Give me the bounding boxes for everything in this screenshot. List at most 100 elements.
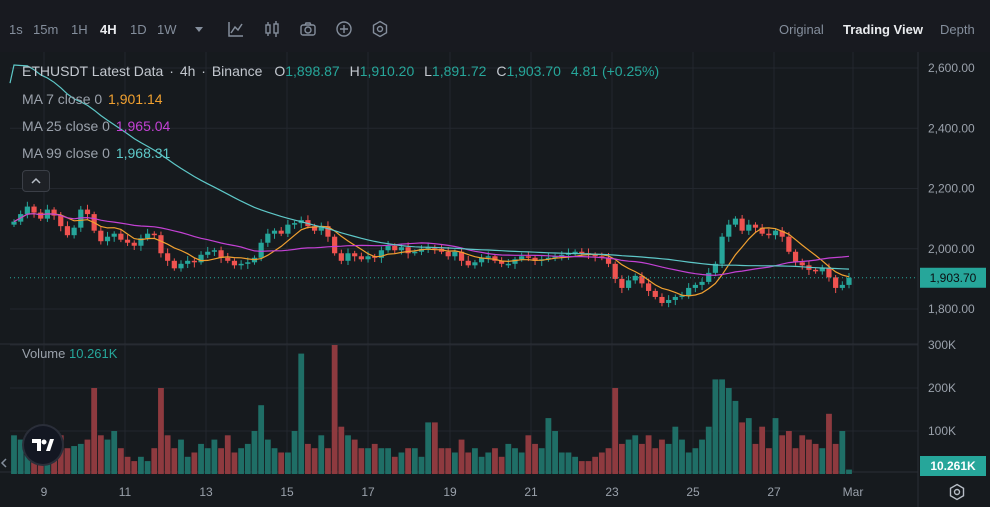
volume-bar	[111, 431, 118, 474]
ma7-value: 1,901.14	[108, 91, 163, 107]
volume-bar	[451, 452, 458, 474]
last-price-badge	[920, 267, 986, 288]
volume-bar	[659, 439, 665, 474]
top-toolbar: 1s 15m 1H 4H 1D 1W Original Trading View Dept…	[0, 0, 990, 52]
volume-bar	[138, 456, 144, 474]
volume-value: 10.261K	[69, 346, 118, 361]
chart-settings-button[interactable]	[371, 20, 389, 38]
candle-body	[779, 230, 785, 237]
volume-bar	[104, 439, 111, 474]
volume-bar	[732, 400, 739, 474]
legend-collapse-button[interactable]	[22, 170, 50, 192]
candle-body	[98, 230, 104, 242]
candle-body	[605, 257, 612, 264]
candle-body	[78, 209, 84, 228]
volume-bar	[692, 448, 699, 474]
volume-bar	[518, 452, 525, 474]
volume-bar	[846, 469, 852, 474]
time-tick-label: 15	[280, 485, 294, 499]
candle-body	[706, 272, 712, 282]
candle-body	[271, 230, 278, 234]
price-tick-label: 2,400.00	[928, 121, 975, 135]
volume-bar	[779, 435, 786, 474]
volume-bar	[331, 345, 338, 474]
candle-type-button[interactable]	[263, 20, 281, 38]
timeframe-more-button[interactable]	[194, 22, 204, 37]
timeframe-1h[interactable]: 1H	[71, 22, 88, 37]
candle-body	[418, 248, 425, 252]
timeframe-1d[interactable]: 1D	[130, 22, 147, 37]
time-axis: 9 11 13 15 17 19 21 23 25 27 Mar	[41, 485, 864, 499]
ma99-legend: MA 99 close 0 1,968.31	[22, 145, 172, 161]
ma25-label: MA 25 close 0	[22, 118, 110, 134]
volume-bar	[485, 452, 492, 474]
candle-body	[479, 257, 485, 263]
volume-bar	[171, 448, 178, 474]
view-original[interactable]: Original	[779, 22, 824, 37]
timeframe-1s[interactable]: 1s	[9, 22, 23, 37]
volume-bar	[278, 452, 285, 474]
candle-body	[632, 275, 638, 281]
candle-body	[378, 250, 384, 258]
candle-body	[465, 260, 471, 266]
volume-bar	[131, 461, 138, 474]
volume-bar	[298, 353, 305, 474]
symbol-name: ETHUSDT Latest Data	[22, 63, 164, 79]
last-price-label: 1,903.70	[930, 271, 977, 285]
volume-bar	[431, 422, 438, 474]
price-chart[interactable]: 2,600.00 2,400.00 2,200.00 2,000.00 1,800.00…	[0, 52, 990, 507]
timeframe-15m[interactable]: 15m	[33, 22, 59, 37]
time-tick-label: 13	[199, 485, 213, 499]
screenshot-button[interactable]	[299, 20, 317, 38]
volume-bar	[645, 435, 652, 474]
candle-body	[392, 245, 398, 251]
volume-bar	[325, 448, 331, 474]
time-tick-label: Mar	[843, 485, 864, 499]
last-volume-badge	[920, 456, 986, 476]
scroll-left-button[interactable]	[0, 456, 8, 476]
price-tick-label: 2,600.00	[928, 61, 975, 75]
volume-bar	[117, 448, 124, 474]
volume-bar	[839, 431, 846, 474]
candle-body	[819, 268, 825, 272]
volume-bar	[552, 431, 558, 474]
axis-settings-button[interactable]	[948, 483, 966, 501]
volume-bar	[418, 456, 425, 474]
volume-bar	[652, 448, 659, 474]
view-depth[interactable]: Depth	[940, 22, 975, 37]
indicator-button[interactable]	[227, 20, 245, 38]
indicator-icon	[228, 22, 243, 37]
volume-bar	[665, 443, 672, 474]
volume-bar	[565, 452, 572, 474]
candle-body	[124, 239, 131, 243]
candle-body	[492, 256, 498, 261]
volume-bar	[806, 439, 812, 474]
timeframe-4h[interactable]: 4H	[100, 22, 117, 37]
timeframe-1w[interactable]: 1W	[157, 22, 177, 37]
volume-bar	[725, 388, 732, 474]
volume-bar	[438, 448, 445, 474]
volume-bar	[525, 435, 532, 474]
candle-body	[579, 251, 585, 254]
volume-bar	[271, 448, 278, 474]
volume-bar	[639, 443, 645, 474]
volume-bar	[258, 405, 265, 474]
tradingview-logo[interactable]	[24, 426, 62, 464]
volume-bar	[799, 435, 806, 474]
add-button[interactable]	[335, 20, 353, 38]
camera-icon	[300, 22, 316, 36]
candle-body	[692, 284, 698, 288]
volume-bar	[398, 452, 405, 474]
caret-down-icon	[195, 27, 203, 32]
candle-body	[385, 245, 391, 251]
volume-bar	[57, 435, 64, 474]
candle-body	[318, 226, 324, 231]
volume-bar	[532, 443, 538, 474]
view-trading-view[interactable]: Trading View	[843, 22, 923, 37]
candle-body	[198, 254, 204, 263]
volume-bar	[512, 448, 518, 474]
high-label: H	[349, 63, 360, 79]
volume-bar	[752, 443, 759, 474]
candle-body	[118, 233, 124, 240]
interval-label: 4h	[179, 63, 196, 79]
